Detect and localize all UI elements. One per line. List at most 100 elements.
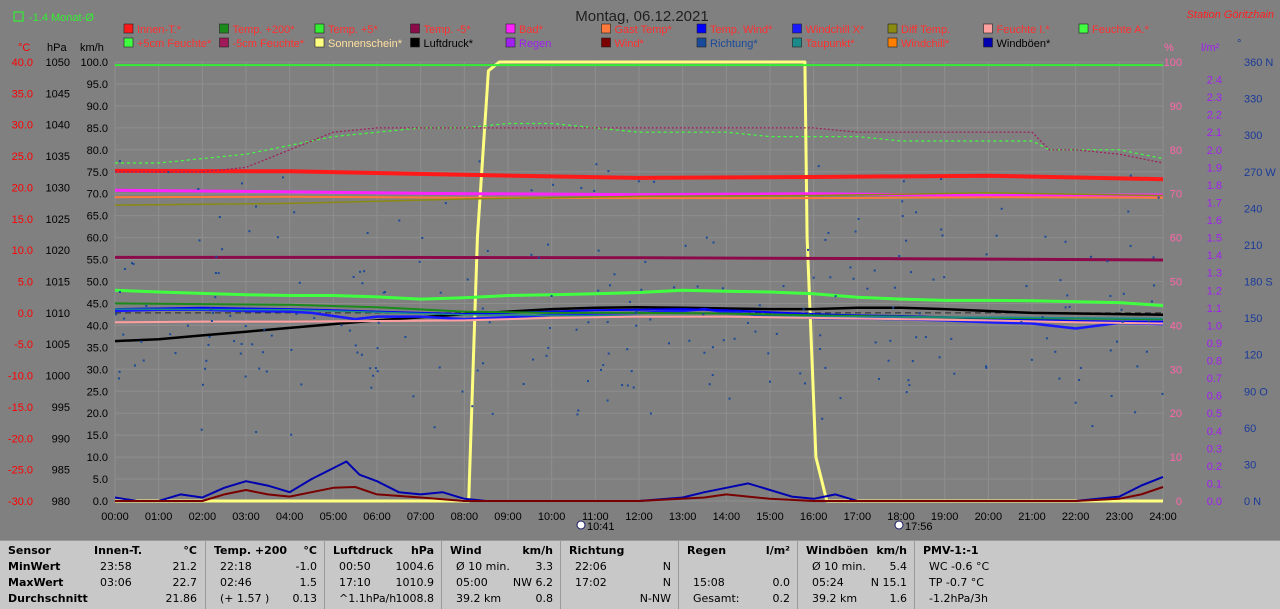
x-tick-label: 13:00 (669, 511, 697, 523)
summary-col-unit: hPa (410, 544, 434, 557)
summary-cell-time: Ø 10 min. (812, 560, 866, 573)
left-axes: 40.0 35.0 30.0 25.0 20.0 15.0 10.0 5.0 0.0 -5.0 -1… (8, 57, 108, 508)
richtung-point (1064, 240, 1067, 243)
summary-col-title: Innen-T. (94, 544, 143, 557)
wind-tick: 45.0 (87, 298, 108, 310)
rain-tick: 2.2 (1207, 110, 1222, 122)
richtung-point (255, 431, 258, 433)
rain-tick: 1.5 (1207, 233, 1222, 245)
richtung-point (630, 370, 633, 373)
richtung-point (644, 260, 647, 263)
rain-tick: 2.3 (1207, 92, 1222, 104)
richtung-point (609, 284, 611, 287)
richtung-point (887, 359, 890, 362)
richtung-point (1161, 392, 1164, 395)
richtung-point (1041, 316, 1044, 319)
summary-cell-time: 23:58 (100, 560, 132, 573)
legend-label: -5cm Feuchte* (233, 38, 305, 50)
richtung-point (901, 215, 904, 218)
richtung-point (481, 307, 484, 310)
legend-item: Feuchte A.* (1078, 23, 1150, 36)
x-tick-label: 20:00 (975, 511, 1003, 523)
x-tick-label: 02:00 (189, 511, 217, 523)
rain-tick: 0.5 (1207, 408, 1222, 420)
wind-tick: 75.0 (87, 167, 108, 179)
richtung-point (174, 352, 177, 355)
richtung-point (728, 397, 731, 400)
richtung-point (635, 310, 638, 313)
x-tick-label: 01:00 (145, 511, 173, 523)
wind-tick: 5.0 (93, 474, 108, 486)
sun-events: 10:41 17:56 (576, 520, 933, 533)
percent-tick: 0 (1176, 496, 1182, 508)
richtung-point (653, 180, 656, 183)
right-axes: 10090807060504030201002.42.32.22.12.01.9… (1164, 57, 1277, 508)
richtung-point (482, 362, 484, 365)
richtung-point (576, 413, 579, 416)
wind-tick: 55.0 (87, 255, 108, 267)
pressure-tick: 985 (52, 465, 70, 477)
richtung-point (439, 291, 442, 294)
wind-tick: 30.0 (87, 364, 108, 376)
temp-tick: 20.0 (12, 182, 33, 194)
richtung-point (204, 367, 207, 370)
richtung-point (688, 339, 691, 342)
series-layer (114, 60, 1164, 503)
richtung-point (218, 216, 221, 218)
richtung-point (1157, 196, 1160, 199)
pressure-tick: 1035 (46, 151, 70, 163)
legend-item: Bad* (505, 23, 544, 36)
x-tick-label: 21:00 (1018, 511, 1046, 523)
richtung-point (549, 327, 551, 329)
temp-tick: 0.0 (18, 308, 33, 320)
x-tick-label: 03:00 (232, 511, 260, 523)
x-tick-label: 05:00 (320, 511, 348, 523)
sunset-icon (894, 520, 904, 530)
richtung-point (131, 262, 133, 265)
legend-item: Temp. +200* (219, 23, 295, 36)
richtung-point (649, 412, 652, 415)
richtung-point (1129, 244, 1132, 247)
summary-cell-value: 0.13 (292, 592, 318, 605)
pressure-tick: 1040 (46, 120, 70, 132)
summary-cell-value: -1.0 (295, 560, 317, 573)
rain-tick: 0.2 (1207, 461, 1222, 473)
richtung-point (550, 295, 553, 297)
richtung-point (827, 231, 830, 234)
richtung-point (421, 237, 424, 239)
pressure-tick: 1010 (46, 308, 70, 320)
summary-col-unit: °C (183, 544, 197, 557)
legend-item: Sonnenschein* (314, 37, 403, 50)
richtung-point (889, 339, 892, 342)
richtung-point (1109, 295, 1112, 297)
richtung-point (265, 370, 268, 373)
pressure-tick: 1045 (46, 88, 70, 100)
temp-tick: 40.0 (12, 57, 33, 69)
richtung-point (597, 249, 600, 252)
richtung-point (940, 178, 943, 180)
richtung-point (821, 417, 824, 420)
legend-label: Regen (519, 38, 551, 50)
summary-col-unit: °C (303, 544, 317, 557)
richtung-point (1089, 255, 1092, 258)
rain-tick: 0.3 (1207, 443, 1222, 455)
richtung-point (938, 356, 941, 359)
legend-label: Gast Temp* (615, 24, 673, 36)
richtung-point (198, 239, 201, 242)
legend-swatch (983, 23, 993, 34)
richtung-point (819, 334, 822, 337)
richtung-point (824, 366, 827, 369)
sunrise-marker: 10:41 (576, 520, 615, 533)
x-tick-label: 00:00 (101, 511, 129, 523)
series-line-feuchte-i- (114, 315, 1164, 325)
richtung-point (186, 324, 189, 327)
rain-tick: 0.9 (1207, 338, 1222, 350)
legend-swatch (219, 37, 229, 48)
summary-cell-value: 0.2 (772, 592, 791, 605)
legend-item: Taupunkt* (792, 37, 855, 50)
series-line-bad- (114, 188, 1164, 197)
unit-lm2: l/m² (1201, 42, 1220, 54)
richtung-point (366, 231, 369, 234)
richtung-point (370, 386, 373, 389)
wind-tick: 90.0 (87, 101, 108, 113)
